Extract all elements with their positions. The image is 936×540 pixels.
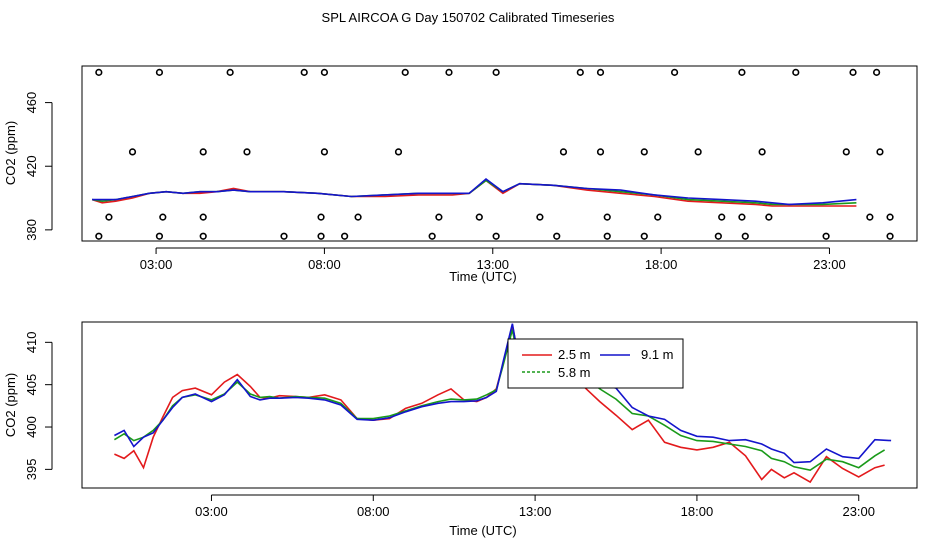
top-calibration-point xyxy=(475,213,483,221)
top-calibration-point xyxy=(603,232,611,240)
top-calibration-point xyxy=(300,68,308,76)
top-calibration-point xyxy=(435,213,443,221)
bot-x-tick-label: 13:00 xyxy=(519,504,552,519)
top-calibration-point xyxy=(741,232,749,240)
top-calibration-point xyxy=(576,68,584,76)
top-calibration-point xyxy=(842,148,850,156)
top-y-tick-label: 420 xyxy=(24,155,39,177)
top-calibration-point xyxy=(243,148,251,156)
top-calibration-point xyxy=(866,213,874,221)
top-calibration-point xyxy=(553,232,561,240)
top-calibration-point xyxy=(654,213,662,221)
top-calibration-point xyxy=(876,148,884,156)
chart-title: SPL AIRCOA G Day 150702 Calibrated Times… xyxy=(322,10,615,25)
top-calibration-point xyxy=(822,232,830,240)
top-calibration-point xyxy=(199,232,207,240)
bot-series-5-8-m xyxy=(113,329,886,472)
top-calibration-point xyxy=(105,213,113,221)
legend: 2.5 m 9.1 m 5.8 m xyxy=(507,338,684,389)
top-calibration-point xyxy=(95,232,103,240)
top-y-axis: 380 420 460 xyxy=(24,92,53,241)
top-calibration-point xyxy=(559,148,568,156)
top-calibration-point xyxy=(341,232,349,240)
bottom-plot-frame xyxy=(81,321,918,489)
top-y-axis-label: CO2 (ppm) xyxy=(3,121,18,185)
top-calibration-point xyxy=(492,68,500,76)
top-x-tick-label: 18:00 xyxy=(645,257,678,272)
top-y-tick-label: 380 xyxy=(24,219,39,241)
top-calibration-point xyxy=(718,213,726,221)
top-calibration-point xyxy=(155,68,164,76)
bottom-y-axis-label: CO2 (ppm) xyxy=(3,373,18,437)
top-panel: 380 420 460 03:00 08:00 13:00 18:00 23:00 Time… xyxy=(3,65,918,284)
top-x-axis: 03:00 08:00 13:00 18:00 23:00 xyxy=(140,247,846,272)
top-calibration-point xyxy=(872,68,881,76)
top-calibration-point xyxy=(849,68,857,76)
legend-label-9-1m: 9.1 m xyxy=(641,347,674,362)
top-calibration-point xyxy=(128,148,137,156)
top-x-tick-label: 23:00 xyxy=(813,257,846,272)
bot-y-tick-label: 405 xyxy=(24,374,39,396)
top-calibration-point xyxy=(670,68,679,76)
bot-x-tick-label: 08:00 xyxy=(357,504,390,519)
legend-label-2-5m: 2.5 m xyxy=(558,347,591,362)
legend-box xyxy=(507,338,684,389)
top-x-tick-label: 08:00 xyxy=(308,257,341,272)
top-calibration-point xyxy=(155,232,164,240)
top-y-tick-label: 460 xyxy=(24,92,39,114)
top-calibration-point xyxy=(428,232,436,240)
top-calibration-point xyxy=(536,213,544,221)
bot-x-tick-label: 03:00 xyxy=(195,504,228,519)
bottom-x-axis: 03:00 08:00 13:00 18:00 23:00 xyxy=(195,494,875,519)
top-calibration-point xyxy=(714,232,722,240)
top-x-tick-label: 13:00 xyxy=(476,257,509,272)
bot-series-2-5-m xyxy=(114,325,885,484)
top-calibration-point xyxy=(640,232,648,240)
bot-y-tick-label: 400 xyxy=(24,416,39,438)
top-calibration-point xyxy=(765,213,773,221)
bottom-plot-area xyxy=(113,323,892,484)
top-calibration-point xyxy=(596,148,605,156)
top-calibration-point xyxy=(596,68,605,76)
top-x-axis-label: Time (UTC) xyxy=(449,269,516,284)
top-calibration-point xyxy=(159,213,167,221)
top-calibration-point xyxy=(886,232,894,240)
top-plot-frame xyxy=(81,65,918,242)
top-calibration-point xyxy=(603,213,611,221)
top-calibration-point xyxy=(640,148,648,156)
top-calibration-point xyxy=(886,213,894,221)
top-calibration-point xyxy=(694,148,702,156)
top-calibration-point xyxy=(738,68,746,76)
top-calibration-point xyxy=(226,68,234,76)
bot-series-9-1-m xyxy=(114,323,892,464)
top-plot-area xyxy=(91,68,894,240)
top-calibration-point xyxy=(199,213,207,221)
bottom-panel: 395 400 405 410 03:00 08:00 13:00 18:00 23:00 2… xyxy=(3,321,918,538)
top-calibration-point xyxy=(492,232,500,240)
top-calibration-point xyxy=(354,213,362,221)
bot-x-tick-label: 18:00 xyxy=(681,504,714,519)
top-calibration-point xyxy=(280,232,288,240)
top-calibration-point xyxy=(792,68,800,76)
bot-x-tick-label: 23:00 xyxy=(842,504,875,519)
legend-label-5-8m: 5.8 m xyxy=(558,365,591,380)
top-calibration-point xyxy=(401,68,409,76)
top-calibration-point xyxy=(758,148,766,156)
top-calibration-point xyxy=(199,148,207,156)
top-series-9-1-m xyxy=(92,177,857,206)
top-calibration-point xyxy=(394,148,403,156)
bottom-x-axis-label: Time (UTC) xyxy=(449,523,516,538)
top-calibration-point xyxy=(320,68,329,76)
top-calibration-point xyxy=(95,68,103,76)
bot-y-tick-label: 410 xyxy=(24,331,39,353)
top-calibration-point xyxy=(320,148,329,156)
top-calibration-point xyxy=(738,213,746,221)
bot-y-tick-label: 395 xyxy=(24,459,39,481)
top-calibration-point xyxy=(317,213,325,221)
bottom-y-axis: 395 400 405 410 xyxy=(24,331,53,481)
top-x-tick-label: 03:00 xyxy=(140,257,173,272)
top-calibration-point xyxy=(445,68,453,76)
top-calibration-point xyxy=(317,232,325,240)
